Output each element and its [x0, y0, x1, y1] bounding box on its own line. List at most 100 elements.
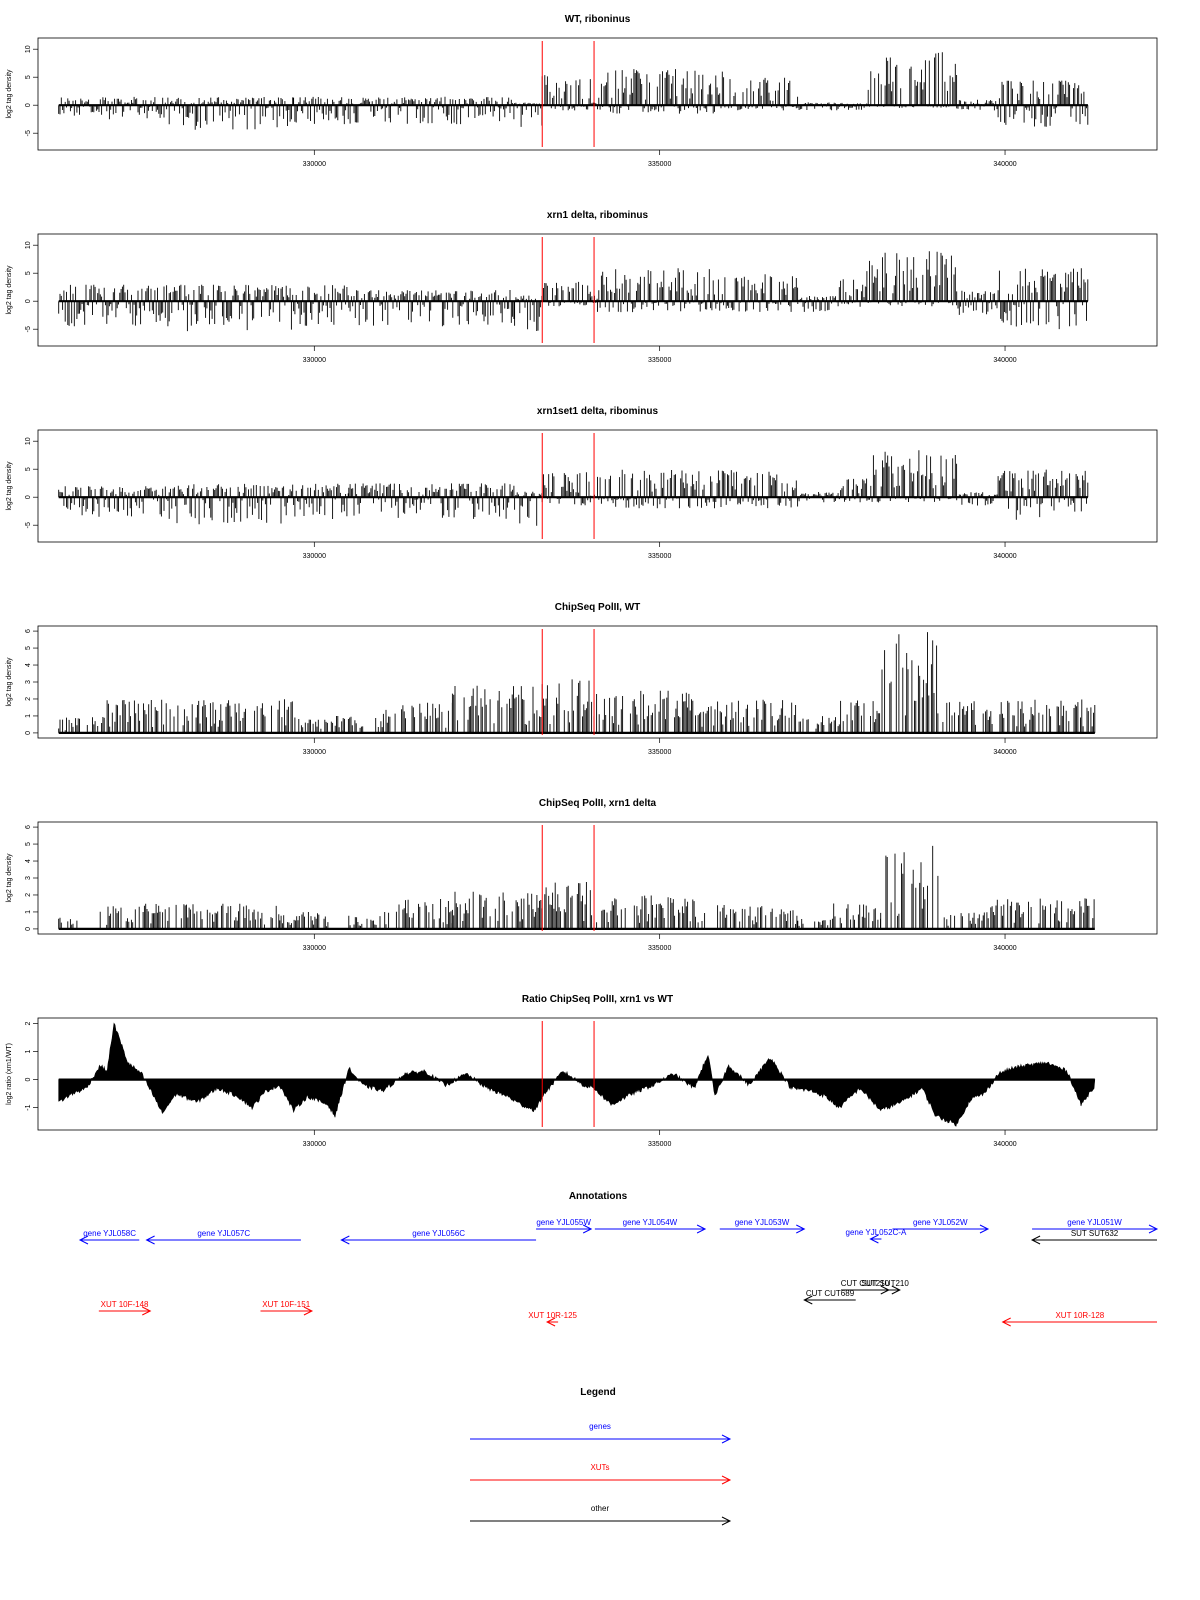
annotations-panel: Annotations gene YJL058C gene YJL057C gene …: [78, 1191, 1159, 1327]
annotation-arrowhead: [979, 1224, 990, 1234]
annotation-arrowhead: [796, 1224, 806, 1234]
x-tick-label: 330000: [303, 945, 326, 952]
y-axis-label: log2 tag density: [6, 657, 13, 707]
y-tick-label: -5: [25, 130, 32, 136]
annotation-arrowhead: [142, 1306, 152, 1316]
annotation-arrowhead: [303, 1306, 314, 1316]
annotation-arrowhead: [145, 1235, 155, 1245]
signal-bars: [58, 450, 1089, 526]
annotation-label: gene YJL055W: [536, 1218, 591, 1227]
annotation-arrowhead: [803, 1295, 813, 1305]
annotation-item: gene YJL051W: [1032, 1218, 1159, 1234]
panel-1: WT, riboninus -5 0 5 10 log2 tag density 33000…: [6, 14, 1158, 168]
annotation-label: gene YJL052C-A: [846, 1228, 907, 1237]
y-tick-label: 1: [25, 714, 32, 718]
annotation-label: CUT CUT689: [806, 1289, 855, 1298]
annotation-item: SUT SUT632: [1030, 1229, 1157, 1245]
y-tick-label: 0: [25, 731, 32, 735]
y-axis-label: log2 tag density: [6, 461, 13, 511]
x-tick-label: 335000: [648, 553, 671, 560]
annotation-label: SUT SUT210: [861, 1279, 909, 1288]
y-tick-label: -5: [25, 326, 32, 332]
y-tick-label: 0: [25, 927, 32, 931]
y-tick-label: 10: [25, 45, 32, 53]
y-tick-label: 5: [25, 75, 32, 79]
y-tick-label: 0: [25, 299, 32, 303]
y-tick-label: 10: [25, 241, 32, 249]
plot-frame: [37, 37, 1158, 151]
y-tick-label: 4: [25, 859, 32, 863]
annotation-label: SUT SUT632: [1071, 1229, 1119, 1238]
legend-item: other: [470, 1504, 732, 1526]
annotation-arrowhead: [78, 1235, 89, 1245]
y-tick-label: 10: [25, 437, 32, 445]
signal-bars: [58, 52, 1089, 130]
x-tick-label: 330000: [303, 553, 326, 560]
y-tick-label: 1: [25, 910, 32, 914]
x-tick-label: 340000: [993, 945, 1016, 952]
annotation-label: XUT 10R-128: [1055, 1311, 1104, 1320]
annotation-label: gene YJL051W: [1067, 1218, 1122, 1227]
annotation-item: XUT 10F-151: [260, 1300, 314, 1316]
annotation-item: gene YJL056C: [340, 1229, 537, 1245]
x-tick-label: 340000: [993, 357, 1016, 364]
y-axis-label: log2 tag density: [6, 69, 13, 119]
y-tick-label: 6: [25, 629, 32, 633]
legend-arrowhead: [721, 1434, 732, 1444]
signal-bars: [58, 632, 1096, 733]
x-tick-label: 330000: [303, 161, 326, 168]
y-tick-label: 0: [25, 495, 32, 499]
x-tick-label: 340000: [993, 161, 1016, 168]
annotation-arrowhead: [1148, 1224, 1159, 1234]
series: [58, 1022, 1096, 1127]
y-tick-label: 4: [25, 663, 32, 667]
legend-label: XUTs: [590, 1463, 609, 1472]
annotation-label: gene YJL057C: [197, 1229, 250, 1238]
ratio-area: [58, 1022, 1096, 1127]
x-tick-label: 335000: [648, 749, 671, 756]
plot-frame: [37, 821, 1158, 935]
annotation-arrowhead: [696, 1224, 707, 1234]
legend-arrowhead: [721, 1475, 732, 1485]
annotation-item: XUT 10F-148: [98, 1300, 152, 1316]
y-tick-label: 2: [25, 893, 32, 897]
annotation-label: XUT 10F-151: [262, 1300, 310, 1309]
x-tick-label: 340000: [993, 1141, 1016, 1148]
annotation-label: CUT CUT210: [841, 1279, 890, 1288]
annotation-arrowhead: [582, 1224, 593, 1234]
panel-6: Ratio ChipSeq PolII, xrn1 vs WT -1 0 1 2 log2…: [6, 994, 1158, 1148]
annotation-arrowhead: [340, 1235, 350, 1245]
annotation-item: XUT 10R-128: [1001, 1311, 1157, 1327]
y-axis-label: log2 tag density: [6, 853, 13, 903]
signal-bars: [58, 251, 1089, 332]
y-tick-label: 1: [25, 1050, 32, 1054]
series: [58, 251, 1089, 332]
annotation-label: XUT 10F-148: [101, 1300, 149, 1309]
annotations-title: Annotations: [569, 1191, 628, 1202]
annotation-label: XUT 10R-125: [528, 1311, 577, 1320]
y-tick-label: 5: [25, 646, 32, 650]
annotation-item: gene YJL052W: [892, 1218, 990, 1234]
annotation-arrowhead: [545, 1317, 556, 1327]
annotation-item: XUT 10R-125: [528, 1311, 578, 1327]
legend-label: genes: [589, 1422, 611, 1431]
x-tick-label: 340000: [993, 749, 1016, 756]
annotation-item: CUT CUT689: [803, 1289, 856, 1305]
series: [58, 845, 1095, 931]
y-tick-label: 5: [25, 271, 32, 275]
panel-5: ChipSeq PolII, xrn1 delta 0 1 2 3 4 5 6 log2 tag…: [6, 798, 1158, 952]
annotation-item: SUT SUT210: [861, 1279, 909, 1295]
signal-bars: [58, 845, 1095, 929]
annotation-item: gene YJL054W: [594, 1218, 707, 1234]
annotation-arrowhead: [1001, 1317, 1011, 1327]
panel-title: xrn1 delta, ribominus: [547, 210, 649, 221]
x-tick-label: 330000: [303, 1141, 326, 1148]
legend-title: Legend: [580, 1387, 616, 1398]
panel-title: ChipSeq PolII, xrn1 delta: [539, 798, 657, 809]
y-tick-label: -1: [25, 1104, 32, 1110]
panel-title: WT, riboninus: [565, 14, 631, 25]
plot-frame: [37, 429, 1158, 543]
legend-label: other: [591, 1504, 610, 1513]
annotation-arrowhead: [869, 1234, 879, 1244]
annotation-arrowhead: [891, 1285, 901, 1295]
